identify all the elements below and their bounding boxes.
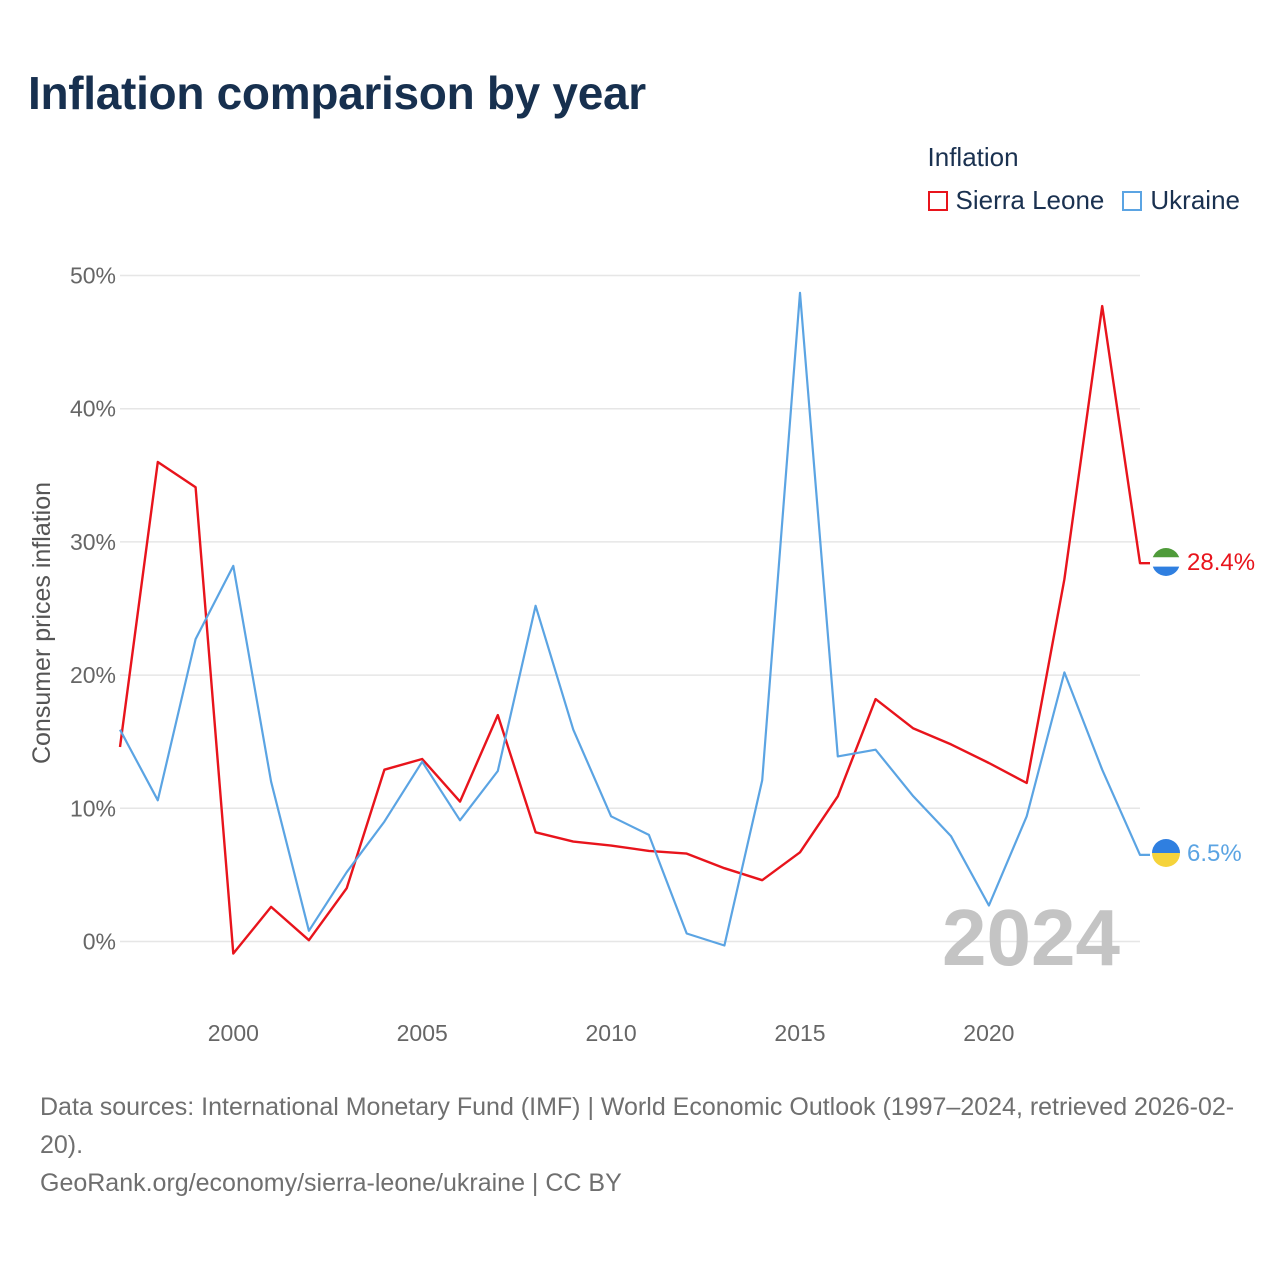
- sierra-leone-flag-icon: [1152, 548, 1180, 576]
- footer: Data sources: International Monetary Fun…: [40, 1088, 1250, 1202]
- series-line-ukraine: [119, 291, 1150, 947]
- y-tick-label-3: 30%: [70, 529, 116, 555]
- y-tick-label-0: 0%: [83, 929, 116, 955]
- end-label-sierra-leone: 28.4%: [1187, 549, 1255, 576]
- y-tick-label-1: 10%: [70, 795, 116, 821]
- gridlines: [120, 274, 1140, 943]
- x-axis: 2000 2005 2010 2015 2020: [208, 1020, 1015, 1046]
- y-axis: 0% 10% 20% 30% 40% 50%: [70, 263, 116, 955]
- y-axis-label: Consumer prices inflation: [28, 482, 56, 764]
- x-tick-label-4: 2020: [963, 1020, 1014, 1046]
- legend-swatch-sierra-leone: [927, 190, 948, 211]
- legend-label-sierra-leone: Sierra Leone: [955, 185, 1105, 215]
- legend-label-ukraine: Ukraine: [1150, 185, 1240, 215]
- legend-swatch-ukraine: [1122, 190, 1143, 211]
- y-tick-label-4: 40%: [70, 396, 116, 422]
- footer-url: GeoRank.org/economy/sierra-leone/ukraine…: [40, 1169, 622, 1197]
- year-watermark: 2024: [942, 893, 1120, 982]
- series-line-sierra-leone: [118, 304, 1150, 955]
- legend: Inflation Sierra Leone Ukraine: [927, 142, 1240, 216]
- legend-item-ukraine[interactable]: Ukraine: [1122, 185, 1240, 216]
- footer-sources: Data sources: International Monetary Fun…: [40, 1093, 1235, 1159]
- x-tick-label-3: 2015: [774, 1020, 825, 1046]
- x-tick-label-1: 2005: [397, 1020, 448, 1046]
- ukraine-flag-icon: [1152, 839, 1180, 867]
- x-tick-label-0: 2000: [208, 1020, 259, 1046]
- x-tick-label-2: 2010: [586, 1020, 637, 1046]
- end-label-ukraine: 6.5%: [1187, 840, 1242, 867]
- line-chart: 0% 10% 20% 30% 40% 50% 2000 2005 2010 2015 2020 C…: [28, 263, 1255, 1047]
- legend-title: Inflation: [927, 142, 1019, 172]
- legend-item-sierra-leone[interactable]: Sierra Leone: [927, 185, 1105, 216]
- series-lines: [118, 291, 1150, 955]
- y-tick-label-2: 20%: [70, 662, 116, 688]
- chart-title: Inflation comparison by year: [28, 67, 646, 119]
- y-tick-label-5: 50%: [70, 263, 116, 289]
